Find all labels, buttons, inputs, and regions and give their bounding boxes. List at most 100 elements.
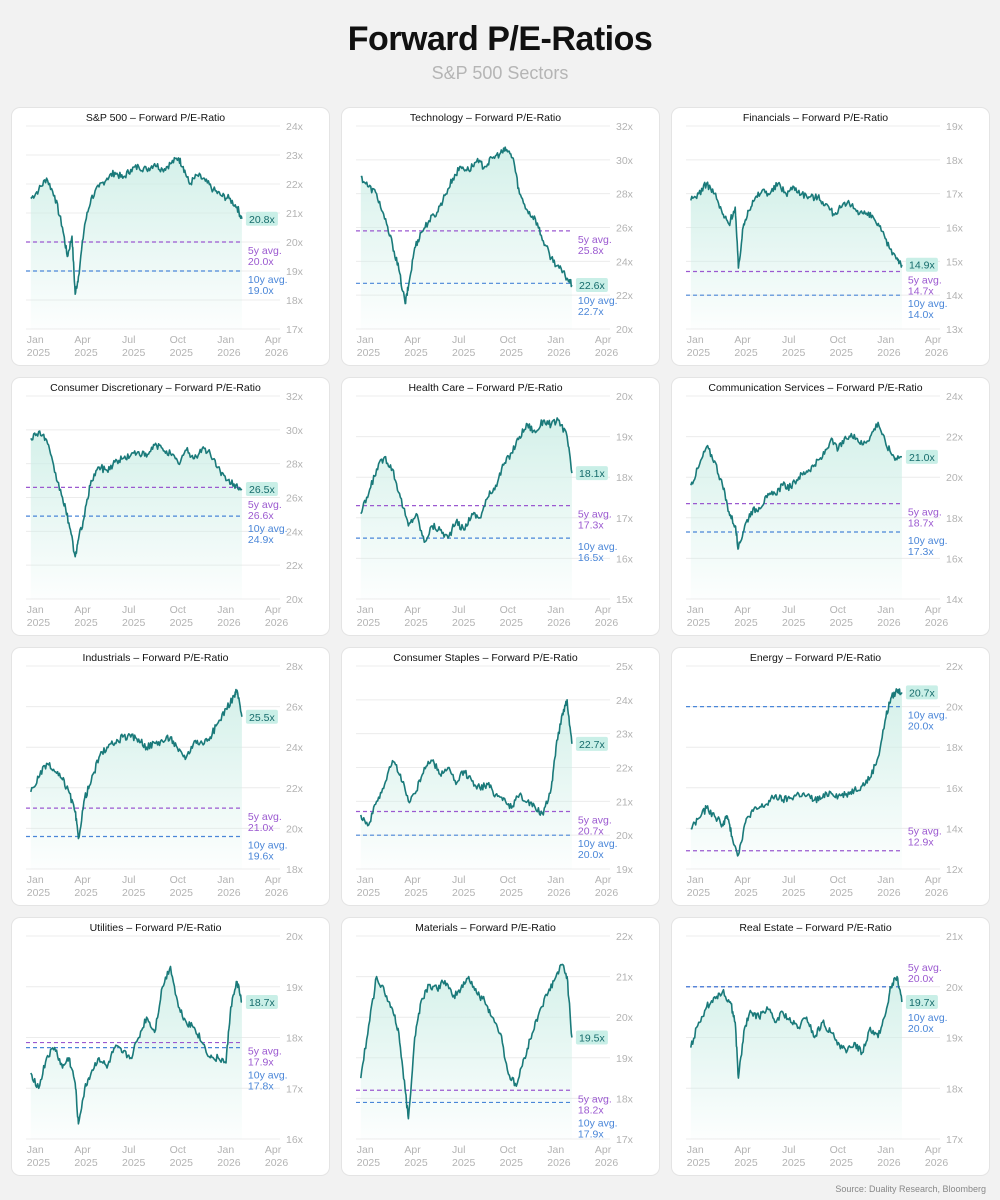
y-tick-label: 14x bbox=[946, 594, 964, 606]
y-tick-label: 22x bbox=[616, 763, 634, 775]
avg-10y-value: 17.3x bbox=[908, 546, 934, 558]
avg-10y-label: 10y avg. bbox=[578, 1117, 618, 1129]
current-value-label: 20.7x bbox=[909, 687, 935, 699]
series-line bbox=[360, 963, 573, 1120]
y-tick-label: 32x bbox=[616, 121, 634, 133]
x-tick-year: 2026 bbox=[877, 617, 901, 629]
x-tick-month: Apr bbox=[265, 334, 282, 346]
line-chart: 18x20x22x24x26x28xJan2025Apr2025Jul2025O… bbox=[26, 661, 304, 899]
x-tick-month: Apr bbox=[265, 1144, 282, 1156]
line-chart: 20x22x24x26x28x30x32xJan2025Apr2025Jul20… bbox=[26, 391, 304, 629]
chart-grid: S&P 500 – Forward P/E-Ratio 17x 18x 19x 20x 2… bbox=[12, 108, 989, 1175]
x-tick-year: 2025 bbox=[170, 1157, 194, 1169]
x-tick-year: 2025 bbox=[734, 617, 758, 629]
avg-5y-label: 5y avg. bbox=[908, 962, 942, 974]
y-tick-label: 20x bbox=[946, 472, 964, 484]
x-tick-year: 2025 bbox=[357, 887, 381, 899]
x-tick-year: 2026 bbox=[925, 617, 949, 629]
x-tick-month: Jan bbox=[547, 334, 564, 346]
area-fill bbox=[360, 418, 572, 599]
x-tick-year: 2026 bbox=[877, 347, 901, 359]
x-tick-year: 2026 bbox=[925, 347, 949, 359]
chart-card: Real Estate – Forward P/E-Ratio 17x 18x 19x… bbox=[672, 918, 989, 1175]
y-tick-label: 22x bbox=[286, 560, 304, 572]
x-tick-month: Jan bbox=[547, 874, 564, 886]
y-tick-label: 18x bbox=[616, 1093, 634, 1105]
chart-card: Technology – Forward P/E-Ratio 20x 22x 24x 2… bbox=[342, 108, 659, 365]
x-tick-month: Jan bbox=[547, 1144, 564, 1156]
y-tick-label: 22x bbox=[616, 931, 634, 943]
area-fill bbox=[360, 964, 572, 1139]
current-value-badge bbox=[245, 211, 278, 226]
avg-10y-label: 10y avg. bbox=[578, 295, 618, 307]
chart-card: Communication Services – Forward P/E-Rat… bbox=[672, 378, 989, 635]
y-tick-label: 17x bbox=[286, 324, 304, 336]
y-tick-label: 18x bbox=[616, 472, 634, 484]
avg-10y-label: 10y avg. bbox=[248, 523, 288, 535]
area-fill bbox=[30, 431, 242, 599]
avg-10y-value: 14.0x bbox=[908, 309, 934, 321]
x-tick-month: Oct bbox=[830, 334, 846, 346]
chart-card: Materials – Forward P/E-Ratio 17x 18x 19x 20… bbox=[342, 918, 659, 1175]
current-value-label: 19.5x bbox=[579, 1033, 605, 1045]
series-line bbox=[30, 156, 243, 295]
avg-10y-label: 10y avg. bbox=[908, 298, 948, 310]
avg-10y-label: 10y avg. bbox=[248, 1070, 288, 1082]
chart-title: Energy – Forward P/E-Ratio bbox=[749, 652, 882, 664]
avg-5y-label: 5y avg. bbox=[908, 274, 942, 286]
y-tick-label: 14x bbox=[946, 290, 964, 302]
page-title: Forward P/E-Ratios bbox=[347, 20, 653, 58]
avg-10y-value: 17.9x bbox=[578, 1128, 604, 1140]
x-tick-month: Oct bbox=[830, 1144, 846, 1156]
line-chart: 16x17x18x19x20xJan2025Apr2025Jul2025Oct2… bbox=[26, 931, 304, 1169]
x-tick-month: Apr bbox=[595, 604, 612, 616]
x-tick-year: 2025 bbox=[452, 1157, 476, 1169]
y-tick-label: 23x bbox=[616, 729, 634, 741]
x-tick-month: Jul bbox=[782, 1144, 795, 1156]
x-tick-year: 2026 bbox=[595, 617, 619, 629]
x-tick-month: Jan bbox=[687, 1144, 704, 1156]
y-tick-label: 22x bbox=[946, 432, 964, 444]
x-tick-month: Jan bbox=[27, 1144, 44, 1156]
x-tick-month: Apr bbox=[404, 1144, 421, 1156]
current-value-label: 26.5x bbox=[249, 484, 275, 496]
x-tick-year: 2025 bbox=[74, 1157, 98, 1169]
x-tick-month: Jan bbox=[877, 334, 894, 346]
line-chart: 13x14x15x16x17x18x19xJan2025Apr2025Jul20… bbox=[686, 121, 964, 359]
y-tick-label: 26x bbox=[616, 223, 634, 235]
x-tick-year: 2026 bbox=[595, 347, 619, 359]
x-tick-month: Apr bbox=[404, 604, 421, 616]
x-tick-year: 2026 bbox=[265, 347, 289, 359]
y-tick-label: 24x bbox=[286, 742, 304, 754]
avg-5y-label: 5y avg. bbox=[908, 507, 942, 519]
y-tick-label: 20x bbox=[286, 823, 304, 835]
x-tick-year: 2025 bbox=[122, 617, 146, 629]
x-tick-month: Jan bbox=[357, 604, 374, 616]
area-fill bbox=[30, 689, 242, 869]
y-tick-label: 20x bbox=[286, 931, 304, 943]
area-fill bbox=[690, 182, 902, 329]
series-line bbox=[690, 421, 903, 550]
x-tick-month: Jul bbox=[452, 1144, 465, 1156]
y-tick-label: 13x bbox=[946, 324, 964, 336]
x-tick-year: 2026 bbox=[217, 1157, 241, 1169]
line-chart: 17x18x19x20x21xJan2025Apr2025Jul2025Oct2… bbox=[686, 931, 964, 1169]
chart-title: Utilities – Forward P/E-Ratio bbox=[89, 922, 222, 934]
y-tick-label: 21x bbox=[616, 972, 634, 984]
y-tick-label: 20x bbox=[616, 1012, 634, 1024]
area-fill bbox=[30, 157, 242, 329]
x-tick-month: Jul bbox=[122, 334, 135, 346]
current-value-badge bbox=[905, 257, 938, 272]
avg-5y-label: 5y avg. bbox=[248, 1046, 282, 1058]
chart-title: Real Estate – Forward P/E-Ratio bbox=[739, 922, 892, 934]
y-tick-label: 17x bbox=[946, 1134, 964, 1146]
avg-10y-value: 24.9x bbox=[248, 534, 274, 546]
x-tick-year: 2026 bbox=[595, 1157, 619, 1169]
chart-title: Consumer Staples – Forward P/E-Ratio bbox=[393, 652, 578, 664]
area-fill bbox=[360, 699, 572, 869]
x-tick-month: Jan bbox=[687, 604, 704, 616]
current-value-badge bbox=[245, 709, 278, 724]
y-tick-label: 28x bbox=[616, 189, 634, 201]
x-tick-year: 2025 bbox=[830, 347, 854, 359]
x-tick-year: 2025 bbox=[74, 617, 98, 629]
